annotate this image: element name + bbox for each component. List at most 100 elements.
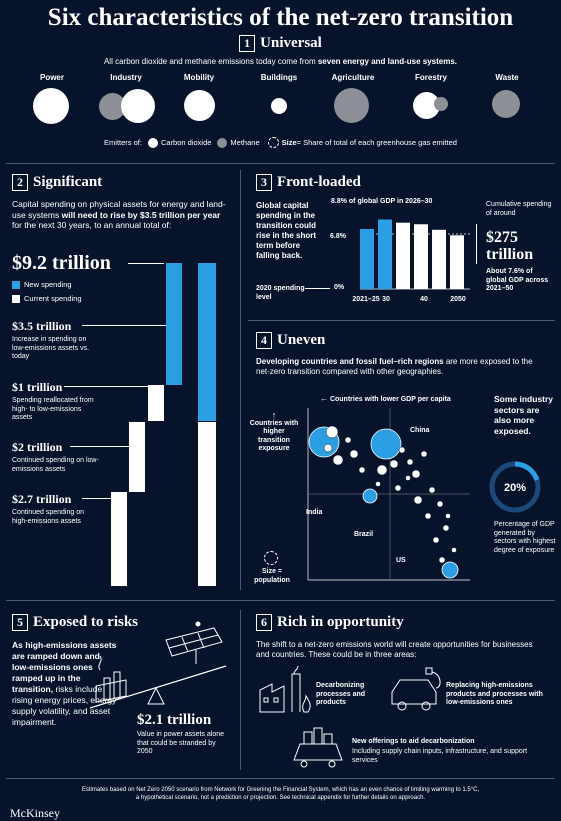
co2-legend-icon xyxy=(147,137,158,148)
item-value: $3.5 trillion xyxy=(12,319,72,333)
legend-emitters-label: Emitters of: xyxy=(104,138,142,147)
divider xyxy=(6,778,555,779)
front-loaded-chart: 6.8% 0% 2021–25 30 40 2050 xyxy=(330,219,470,303)
system-label-buildings: Buildings xyxy=(260,73,298,82)
section-1-subtitle: All carbon dioxide and methane emissions… xyxy=(0,57,561,66)
level-leader-line xyxy=(305,288,330,289)
legend-size-label: Size xyxy=(281,138,297,147)
total-leader-line xyxy=(128,263,164,264)
continued-high-bar xyxy=(111,492,127,586)
country-bubble xyxy=(406,458,414,466)
country-bubble xyxy=(451,547,457,553)
section-title: Uneven xyxy=(277,332,326,348)
country-bubble xyxy=(358,466,366,474)
y-axis-label: Countries with higher transition exposur… xyxy=(249,419,299,453)
agriculture-methane-circle xyxy=(334,88,369,123)
leader-line xyxy=(82,325,166,326)
forestry-methane-circle xyxy=(434,97,448,111)
bar-2040 xyxy=(414,224,428,289)
us-bubble xyxy=(441,561,459,579)
section-2-heading: 2 Significant xyxy=(12,174,102,191)
stranded-value: $2.1 trillion xyxy=(137,712,212,728)
stranded-assets-illustration xyxy=(89,621,227,709)
percentage-description: Percentage of GDP generated by sectors w… xyxy=(494,521,556,554)
risks-body: risks include rising energy prices, ener… xyxy=(12,684,117,727)
x-axis-arrow-label: ← Countries with lower GDP per capita xyxy=(320,394,451,403)
intro-text: Capital spending on physical assets for … xyxy=(12,199,226,220)
intro-text-end: for the next 30 years, to an annual tota… xyxy=(12,220,172,230)
vertical-divider xyxy=(240,170,241,590)
item-description: Increase in spending on low-emissions as… xyxy=(12,336,90,360)
item-description: Continued spending on low-emissions asse… xyxy=(12,457,99,473)
intro-text: are more exposed to the net-zero transit… xyxy=(256,357,533,376)
y-axis-arrow-label: ↑ Countries with higher transition expos… xyxy=(249,410,299,453)
country-bubble xyxy=(411,469,421,479)
section-5-heading: 5 Exposed to risks xyxy=(12,614,138,631)
section-number: 5 xyxy=(12,614,28,631)
chart-note: 8.8% of global GDP in 2026–30 xyxy=(331,198,433,205)
system-label-mobility: Mobility xyxy=(183,73,215,82)
country-bubble xyxy=(432,536,440,544)
factory-process-icon xyxy=(259,665,311,713)
section-title: Rich in opportunity xyxy=(277,614,404,630)
section-4-intro: Developing countries and fossil fuel–ric… xyxy=(256,357,546,377)
mobility-co2-circle xyxy=(184,90,215,121)
brazil-label: Brazil xyxy=(354,531,373,538)
cumulative-gdp-note: About 7.6% of global GDP across 2021–50 xyxy=(486,268,549,292)
factory-icon xyxy=(95,655,127,703)
leader-line xyxy=(82,498,112,499)
continued-low-bar xyxy=(129,422,145,492)
country-bubble xyxy=(445,513,451,519)
section-title: Significant xyxy=(33,174,103,190)
bar-2050 xyxy=(450,235,464,289)
mckinsey-logo: McKinsey xyxy=(10,806,60,820)
spending-item-4: $2.7 trillion Continued spending on high… xyxy=(12,492,162,526)
country-bubble xyxy=(442,524,450,532)
country-bubble xyxy=(376,464,388,476)
section-number: 3 xyxy=(256,174,272,191)
section-6-heading: 6 Rich in opportunity xyxy=(256,614,404,631)
y-tick-0: 0% xyxy=(334,284,345,291)
brazil-bubble xyxy=(362,488,378,504)
divider xyxy=(248,320,555,321)
us-label: US xyxy=(396,557,406,564)
country-bubbles xyxy=(323,425,457,564)
sector-exposure-text: Some industry sectors are also more expo… xyxy=(494,394,554,436)
system-label-agriculture: Agriculture xyxy=(331,73,375,82)
intro-emphasis: Developing countries and fossil fuel–ric… xyxy=(256,357,444,366)
country-bubble xyxy=(420,450,428,458)
emitters-legend: Emitters of: Carbon dioxide Methane Size… xyxy=(0,137,561,148)
section-2-intro: Capital spending on physical assets for … xyxy=(12,199,226,231)
population-size-icon xyxy=(264,551,278,565)
leader-line xyxy=(70,446,130,447)
item-description: Continued spending on high-emissions ass… xyxy=(12,509,85,525)
footer-line-1: Estimates based on Net Zero 2050 scenari… xyxy=(81,787,480,793)
area-replacing: Replacing high-emissions products and pr… xyxy=(446,682,543,706)
system-label-power: Power xyxy=(39,73,64,82)
subtitle-emphasis: seven energy and land-use systems. xyxy=(317,57,458,66)
waste-methane-circle xyxy=(492,90,520,118)
buildings-co2-circle xyxy=(271,98,287,114)
industry-co2-circle xyxy=(121,89,155,123)
total-current-bar xyxy=(198,422,216,586)
methane-legend-icon xyxy=(217,137,228,148)
section-title: Exposed to risks xyxy=(33,614,139,630)
country-bubble xyxy=(398,446,406,454)
item-description: Spending reallocated from high- to low-e… xyxy=(12,397,94,421)
bar-2045 xyxy=(432,229,446,289)
power-co2-circle xyxy=(33,88,69,124)
country-bubble xyxy=(413,495,423,505)
total-new-bar xyxy=(198,263,216,385)
china-bubble xyxy=(370,428,402,460)
section-4-heading: 4 Uneven xyxy=(256,332,325,349)
cumulative-bracket xyxy=(476,224,477,264)
country-bubble xyxy=(424,512,432,520)
country-bubble xyxy=(349,449,359,459)
subtitle-text: All carbon dioxide and methane emissions… xyxy=(103,57,318,66)
area-new-offerings: New offerings to aid decarbonization xyxy=(352,738,475,745)
section-number: 6 xyxy=(256,614,272,631)
bar-separator xyxy=(198,421,216,422)
x-tick-2050: 2050 xyxy=(450,296,466,303)
leader-line xyxy=(64,386,148,387)
bar-2021-25 xyxy=(360,229,374,289)
